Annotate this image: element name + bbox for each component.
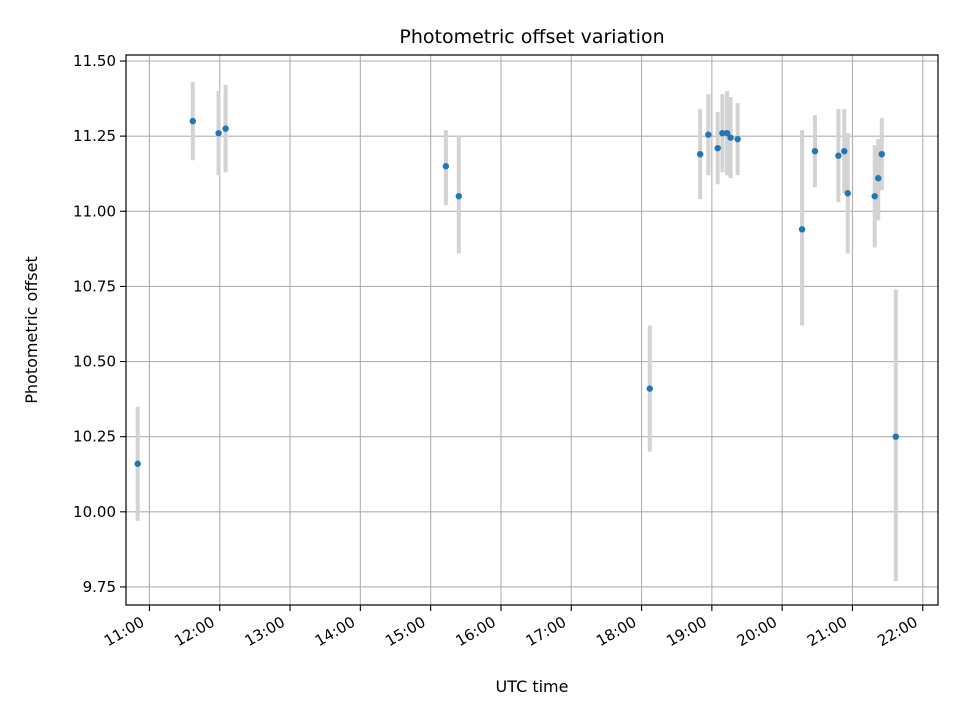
data-point	[878, 150, 885, 158]
data-point	[705, 131, 712, 138]
data-point	[719, 129, 726, 137]
y-tick-label: 10.50	[73, 353, 116, 371]
y-tick-label: 11.50	[73, 52, 116, 70]
y-tick-label: 10.00	[73, 503, 116, 521]
data-point	[811, 147, 819, 155]
x-axis-label: UTC time	[496, 677, 569, 696]
y-tick-label: 11.00	[73, 202, 116, 220]
data-point	[841, 147, 848, 155]
chart-title: Photometric offset variation	[399, 26, 664, 48]
y-tick-label: 11.25	[73, 127, 116, 145]
data-points	[134, 117, 900, 467]
data-point	[727, 134, 734, 141]
y-tick-label: 9.75	[83, 578, 116, 596]
data-point	[875, 175, 882, 182]
data-point	[646, 385, 653, 392]
y-tick-label: 10.25	[73, 428, 116, 446]
data-point	[215, 129, 222, 137]
data-point	[798, 226, 806, 233]
data-point	[455, 193, 462, 200]
data-point	[696, 150, 704, 158]
y-axis-label: Photometric offset	[22, 256, 41, 404]
y-axis-ticks: 9.75 10.00 10.25 10.50 10.75 11.00 11.25 11.50	[73, 52, 126, 596]
data-point	[189, 117, 196, 125]
data-point	[844, 190, 851, 197]
plot-frame	[125, 54, 939, 606]
data-point	[714, 144, 721, 152]
grid	[126, 55, 938, 605]
y-tick-label: 10.75	[73, 277, 116, 295]
data-point	[892, 433, 900, 440]
data-point	[835, 152, 842, 159]
data-point	[222, 125, 229, 132]
data-point	[442, 163, 450, 170]
data-point	[871, 193, 878, 200]
data-point	[734, 135, 741, 143]
data-point	[134, 460, 141, 467]
data-point	[723, 129, 731, 137]
